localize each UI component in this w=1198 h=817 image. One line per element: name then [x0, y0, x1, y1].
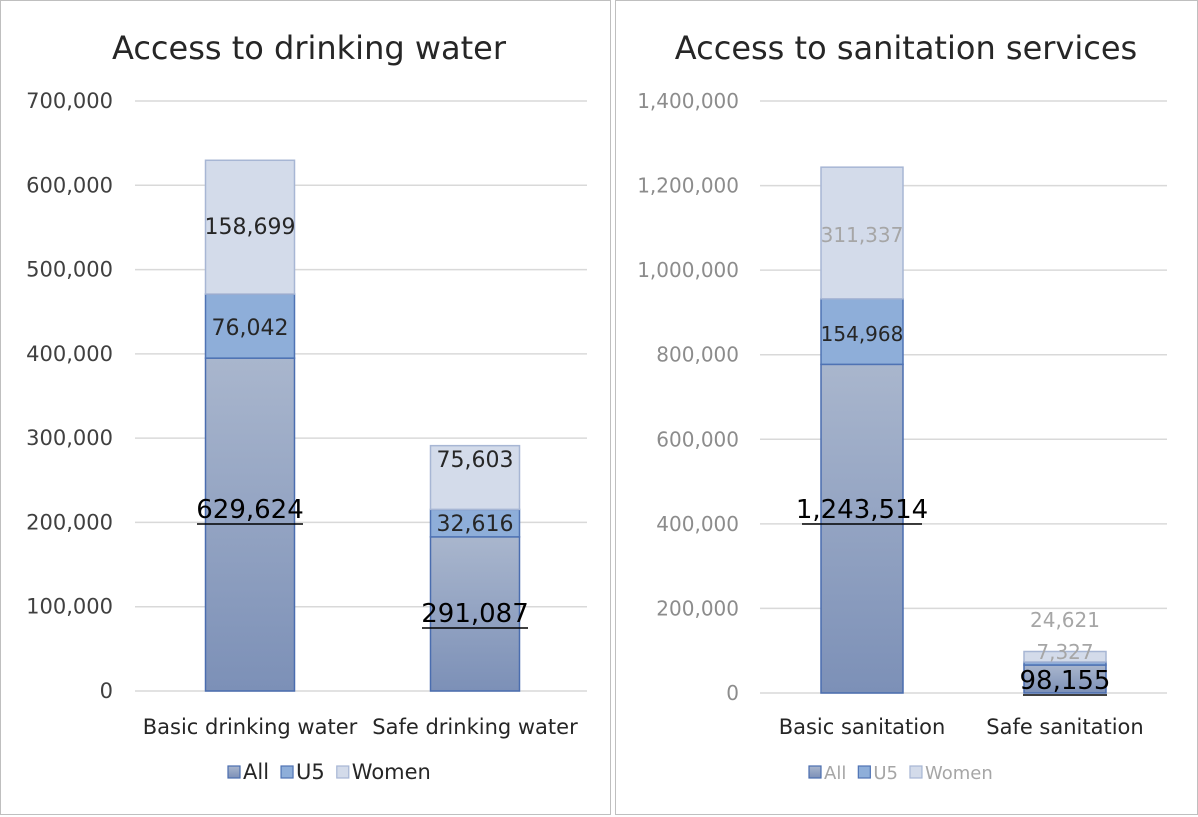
data-label-total: 629,624	[196, 495, 304, 525]
bar-women-safe-drinking-water	[429, 444, 521, 511]
data-label-u5: 32,616	[437, 512, 514, 537]
legend-swatch-u5	[280, 765, 294, 779]
bar-all-basic-sanitation	[820, 363, 904, 694]
legend-label-u5: U5	[296, 760, 325, 784]
sanitation-chart: Access to sanitation services 0 200,000 400…	[637, 29, 1167, 784]
legend-label-women: Women	[925, 763, 993, 784]
chart-title: Access to sanitation services	[675, 29, 1137, 67]
bar-women-safe-sanitation	[1023, 650, 1107, 663]
y-tick-label: 300,000	[26, 426, 113, 450]
y-tick-label: 0	[726, 681, 739, 705]
legend-label-women: Women	[352, 760, 431, 784]
bar-u5-basic-sanitation	[820, 298, 904, 366]
legend-label-u5: U5	[873, 763, 898, 784]
bar-women-basic-drinking-water	[204, 159, 296, 295]
y-tick-label: 600,000	[26, 173, 113, 197]
bar-women-basic-sanitation	[820, 166, 904, 300]
legend-swatch-u5	[857, 765, 871, 779]
data-label-u5: 76,042	[212, 316, 289, 341]
y-tick-label: 200,000	[656, 596, 739, 620]
x-category-label: Basic drinking water	[143, 715, 358, 739]
data-label-women: 311,337	[821, 223, 904, 247]
chart-title: Access to drinking water	[112, 29, 507, 67]
data-label-women: 24,621	[1030, 608, 1100, 632]
bar-u5-basic-drinking-water	[204, 293, 296, 359]
data-label-women: 158,699	[205, 215, 296, 240]
y-tick-label: 600,000	[656, 427, 739, 451]
legend-swatch-all	[227, 765, 241, 779]
data-label-total: 1,243,514	[796, 495, 928, 525]
y-tick-label: 100,000	[26, 595, 113, 619]
data-label-u5: 154,968	[821, 322, 904, 346]
x-category-label: Basic sanitation	[779, 715, 946, 739]
x-category-label: Safe sanitation	[986, 715, 1143, 739]
y-tick-label: 800,000	[656, 343, 739, 367]
y-tick-label: 400,000	[26, 342, 113, 366]
sanitation-chart-panel: Access to sanitation services 0 200,000 400…	[615, 0, 1198, 815]
data-label-u5: 7,327	[1036, 640, 1093, 664]
y-tick-label: 500,000	[26, 258, 113, 282]
y-tick-label: 400,000	[656, 512, 739, 536]
data-label-total: 291,087	[421, 599, 529, 629]
y-tick-label: 700,000	[26, 89, 113, 113]
drinking-water-chart-panel: Access to drinking water 0 100,000 200,000 3…	[0, 0, 611, 815]
legend-swatch-all	[808, 765, 822, 779]
x-category-label: Safe drinking water	[372, 715, 578, 739]
legend-swatch-women	[336, 765, 350, 779]
drinking-water-chart: Access to drinking water 0 100,000 200,000 3…	[26, 29, 587, 784]
legend-swatch-women	[909, 765, 923, 779]
data-label-total: 98,155	[1020, 666, 1111, 696]
y-tick-label: 1,000,000	[637, 258, 739, 282]
bar-all-safe-drinking-water	[429, 536, 521, 692]
data-label-women: 75,603	[437, 448, 514, 473]
y-tick-label: 0	[100, 679, 113, 703]
y-tick-label: 200,000	[26, 510, 113, 534]
legend-label-all: All	[243, 760, 269, 784]
legend-label-all: All	[824, 763, 846, 784]
y-tick-label: 1,200,000	[637, 174, 739, 198]
y-tick-label: 1,400,000	[637, 89, 739, 113]
